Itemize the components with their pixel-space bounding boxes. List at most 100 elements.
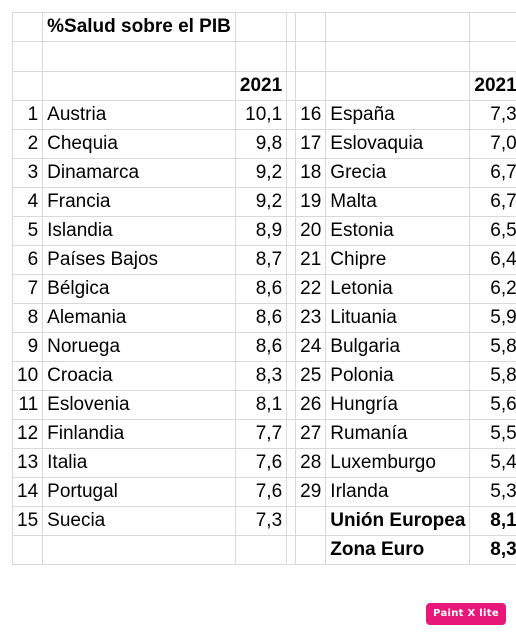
value-cell[interactable]: 8,6 <box>234 303 288 333</box>
value-cell[interactable]: 5,9 <box>469 303 516 333</box>
value-cell[interactable]: 7,6 <box>234 477 288 507</box>
value-cell[interactable]: 6,2 <box>469 274 516 304</box>
cell[interactable] <box>295 535 327 565</box>
value-cell[interactable]: 8,7 <box>234 245 288 275</box>
rank-cell[interactable]: 26 <box>295 390 327 420</box>
value-cell[interactable]: 5,8 <box>469 361 516 391</box>
value-cell[interactable]: 8,3 <box>234 361 288 391</box>
table-title[interactable]: %Salud sobre el PIB <box>42 12 236 42</box>
rank-cell[interactable]: 14 <box>11 477 44 507</box>
country-cell[interactable]: Islandia <box>42 216 236 246</box>
rank-cell[interactable]: 12 <box>11 419 44 449</box>
value-cell[interactable]: 8,1 <box>469 506 516 536</box>
value-cell[interactable]: 7,7 <box>234 419 288 449</box>
cell[interactable] <box>234 535 288 565</box>
rank-cell[interactable]: 22 <box>295 274 327 304</box>
country-cell[interactable]: Croacia <box>42 361 236 391</box>
country-cell[interactable]: Finlandia <box>42 419 236 449</box>
country-cell[interactable]: Hungría <box>325 390 471 420</box>
country-cell[interactable]: Grecia <box>325 158 471 188</box>
cell[interactable] <box>325 71 471 101</box>
rank-cell[interactable]: 29 <box>295 477 327 507</box>
cell[interactable] <box>286 274 297 304</box>
cell[interactable] <box>42 535 236 565</box>
country-cell[interactable]: Bulgaria <box>325 332 471 362</box>
rank-cell[interactable]: 1 <box>11 100 44 130</box>
cell[interactable] <box>11 41 44 72</box>
cell[interactable] <box>286 419 297 449</box>
cell[interactable] <box>286 187 297 217</box>
rank-cell[interactable]: 17 <box>295 129 327 159</box>
rank-cell[interactable]: 18 <box>295 158 327 188</box>
value-cell[interactable]: 5,5 <box>469 419 516 449</box>
value-cell[interactable]: 10,1 <box>234 100 288 130</box>
value-cell[interactable]: 7,3 <box>469 100 516 130</box>
rank-cell[interactable]: 20 <box>295 216 327 246</box>
country-cell[interactable]: Italia <box>42 448 236 478</box>
value-cell[interactable]: 5,6 <box>469 390 516 420</box>
rank-cell[interactable]: 5 <box>11 216 44 246</box>
country-cell[interactable]: Irlanda <box>325 477 471 507</box>
rank-cell[interactable]: 4 <box>11 187 44 217</box>
cell[interactable] <box>286 303 297 333</box>
country-cell[interactable]: Noruega <box>42 332 236 362</box>
rank-cell[interactable]: 3 <box>11 158 44 188</box>
cell[interactable] <box>11 12 44 42</box>
rank-cell[interactable] <box>295 506 327 536</box>
cell[interactable] <box>286 245 297 275</box>
country-cell[interactable]: Bélgica <box>42 274 236 304</box>
country-cell[interactable]: Estonia <box>325 216 471 246</box>
rank-cell[interactable]: 25 <box>295 361 327 391</box>
country-cell[interactable]: España <box>325 100 471 130</box>
country-cell[interactable]: Unión Europea <box>325 506 471 536</box>
country-cell[interactable]: Alemania <box>42 303 236 333</box>
value-cell[interactable]: 5,4 <box>469 448 516 478</box>
cell[interactable] <box>295 12 327 42</box>
country-cell[interactable]: Chipre <box>325 245 471 275</box>
rank-cell[interactable]: 10 <box>11 361 44 391</box>
country-cell[interactable]: Austria <box>42 100 236 130</box>
cell[interactable] <box>325 12 471 42</box>
value-cell[interactable]: 9,8 <box>234 129 288 159</box>
country-cell[interactable]: Francia <box>42 187 236 217</box>
cell[interactable] <box>286 390 297 420</box>
cell[interactable] <box>234 41 288 72</box>
cell[interactable] <box>234 12 288 42</box>
rank-cell[interactable]: 16 <box>295 100 327 130</box>
value-cell[interactable]: 6,4 <box>469 245 516 275</box>
value-cell[interactable]: 5,8 <box>469 332 516 362</box>
value-cell[interactable]: 8,6 <box>234 274 288 304</box>
country-cell[interactable]: Luxemburgo <box>325 448 471 478</box>
rank-cell[interactable]: 11 <box>11 390 44 420</box>
cell[interactable] <box>42 71 236 101</box>
cell[interactable] <box>469 12 516 42</box>
country-cell[interactable]: Eslovenia <box>42 390 236 420</box>
rank-cell[interactable]: 13 <box>11 448 44 478</box>
rank-cell[interactable]: 23 <box>295 303 327 333</box>
cell[interactable] <box>469 41 516 72</box>
cell[interactable] <box>286 216 297 246</box>
cell[interactable] <box>295 41 327 72</box>
value-cell[interactable]: 9,2 <box>234 158 288 188</box>
country-cell[interactable]: Polonia <box>325 361 471 391</box>
value-cell[interactable]: 8,1 <box>234 390 288 420</box>
rank-cell[interactable]: 9 <box>11 332 44 362</box>
cell[interactable] <box>286 448 297 478</box>
cell[interactable] <box>42 41 236 72</box>
cell[interactable] <box>286 100 297 130</box>
country-cell[interactable]: Letonia <box>325 274 471 304</box>
cell[interactable] <box>325 41 471 72</box>
value-cell[interactable]: 5,3 <box>469 477 516 507</box>
country-cell[interactable]: Malta <box>325 187 471 217</box>
cell[interactable] <box>286 158 297 188</box>
value-cell[interactable]: 9,2 <box>234 187 288 217</box>
value-cell[interactable]: 6,7 <box>469 187 516 217</box>
country-cell[interactable]: Países Bajos <box>42 245 236 275</box>
year-header-right[interactable]: 2021 <box>469 71 516 101</box>
cell[interactable] <box>286 477 297 507</box>
cell[interactable] <box>286 71 297 101</box>
country-cell[interactable]: Zona Euro <box>325 535 471 565</box>
value-cell[interactable]: 6,5 <box>469 216 516 246</box>
rank-cell[interactable]: 21 <box>295 245 327 275</box>
country-cell[interactable]: Dinamarca <box>42 158 236 188</box>
